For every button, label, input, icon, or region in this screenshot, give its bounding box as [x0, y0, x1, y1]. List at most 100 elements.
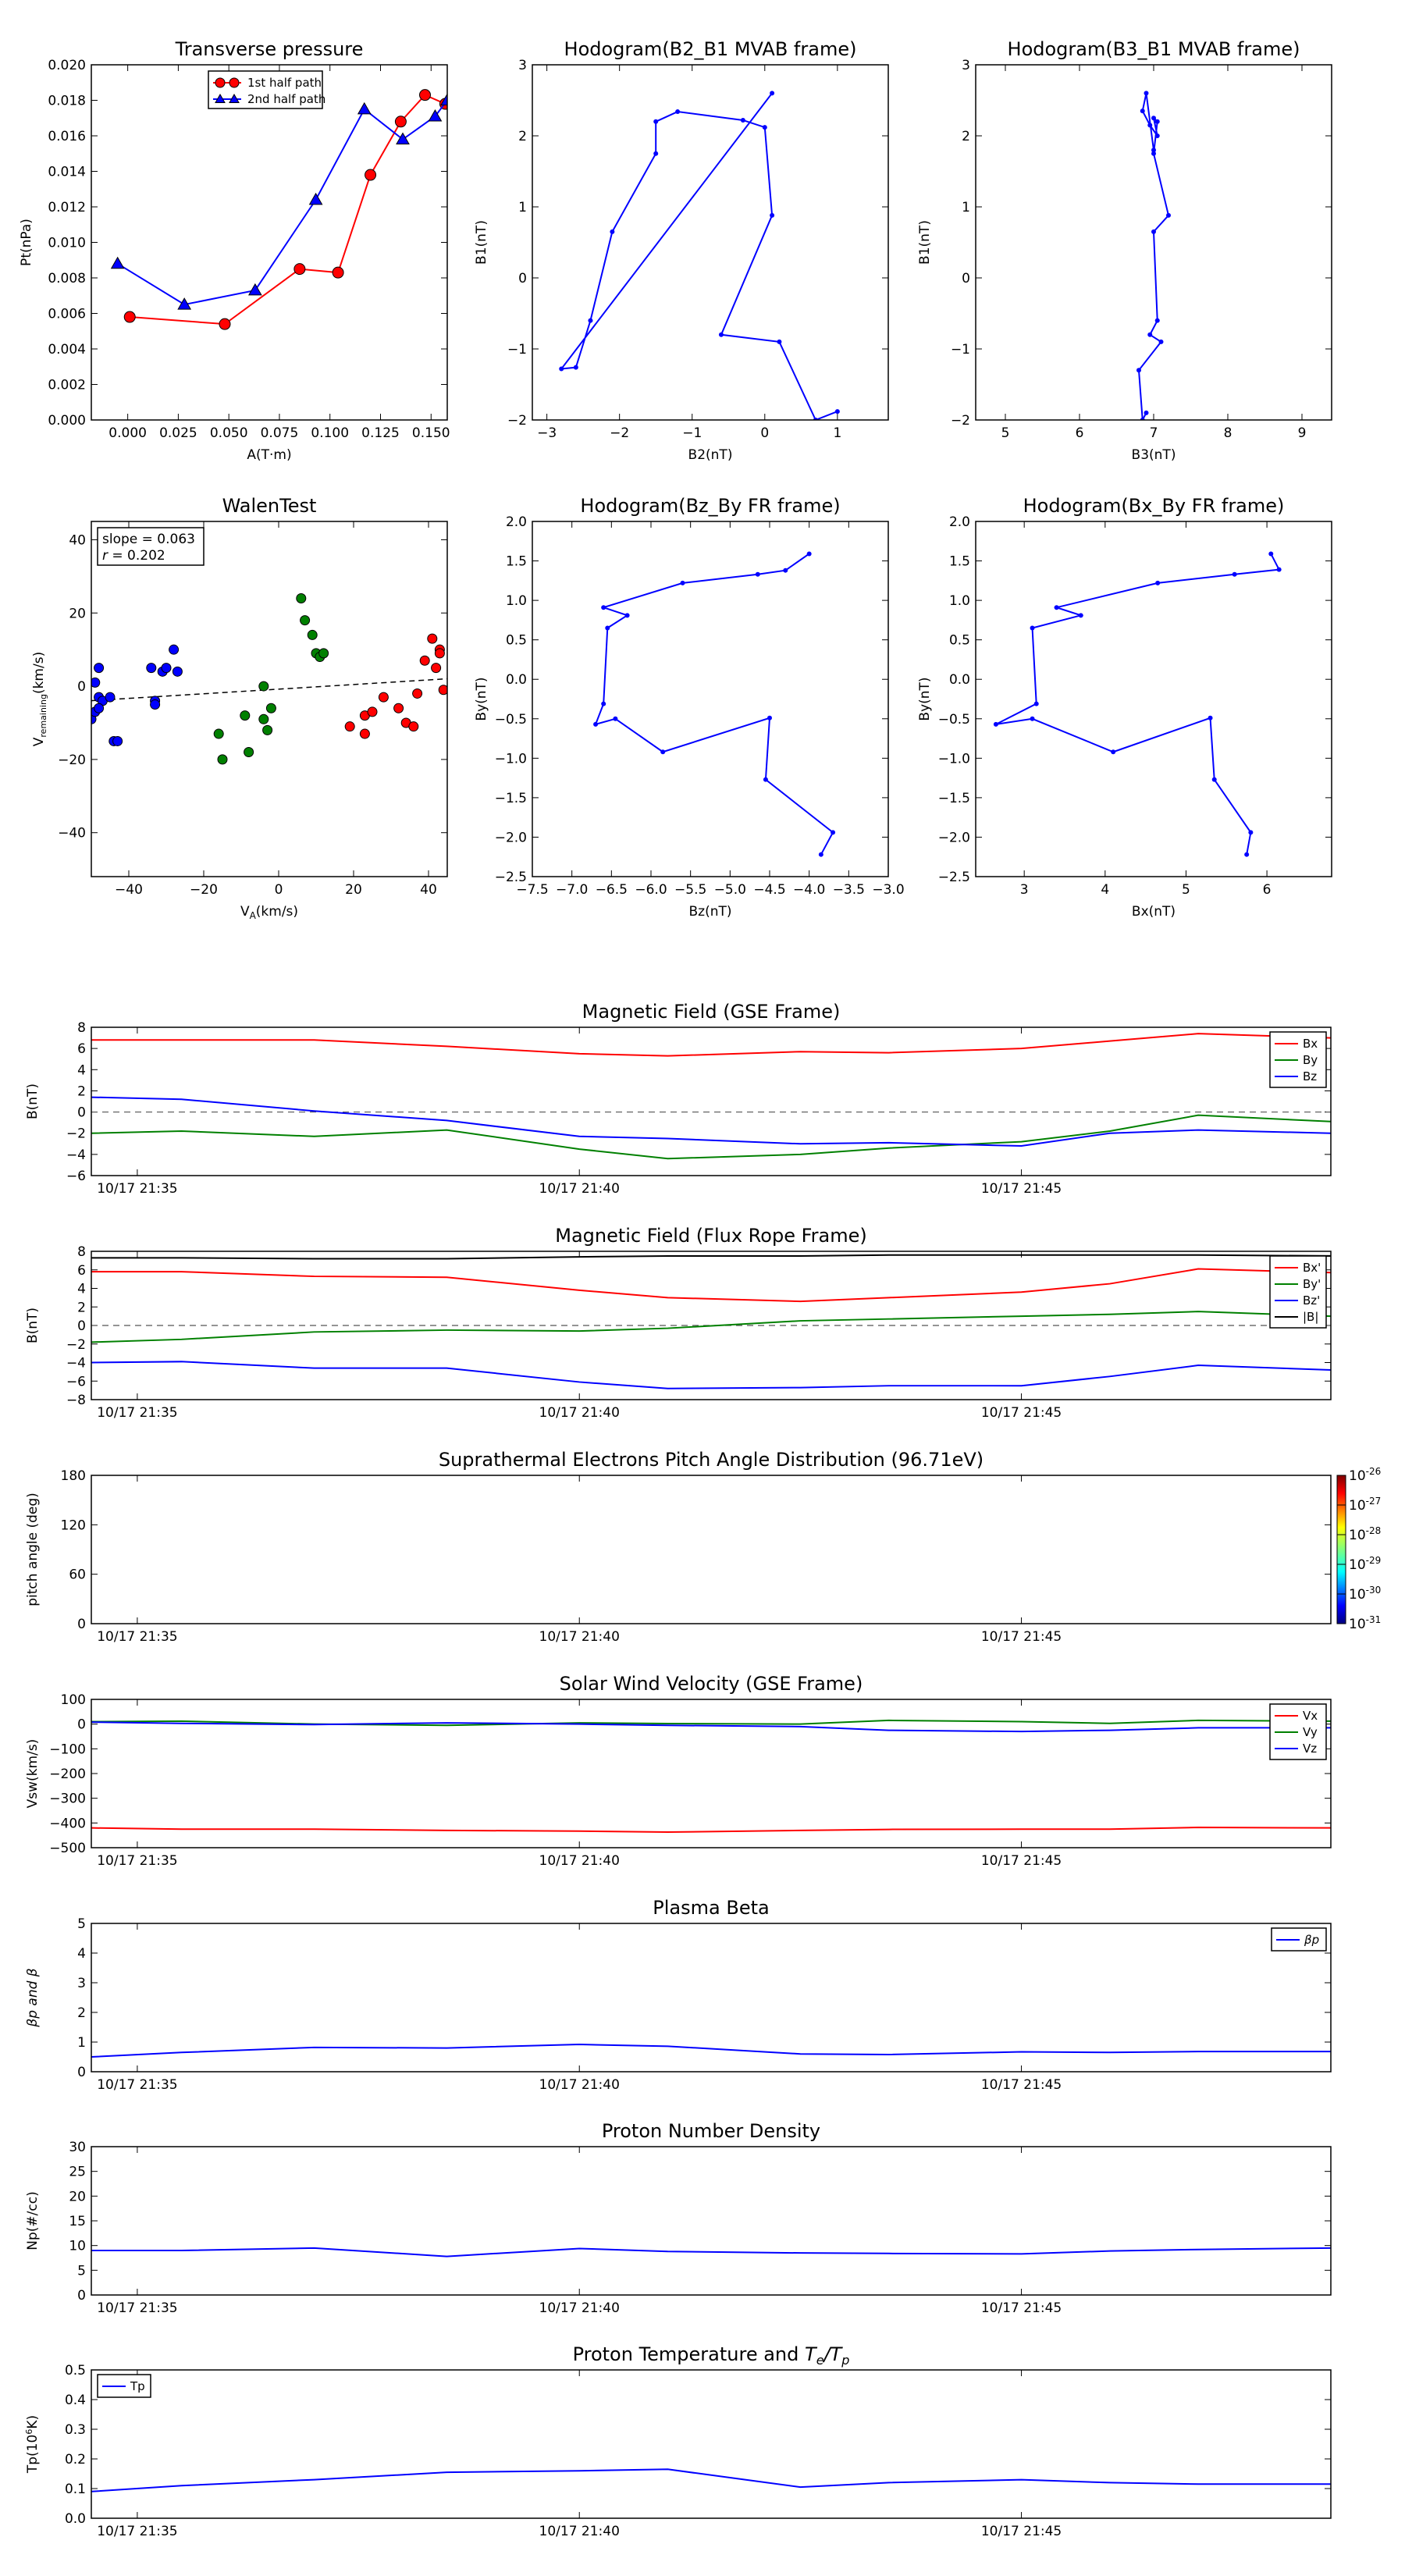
data-point	[344, 721, 355, 732]
label-part: Tp(10	[25, 2435, 41, 2474]
chart-title: Magnetic Field (GSE Frame)	[582, 1001, 841, 1023]
x-tick-label: 10/17 21:40	[539, 2300, 620, 2316]
data-point	[440, 93, 447, 105]
x-tick-label: 4	[1101, 882, 1109, 898]
y-tick-label: 8	[77, 1020, 86, 1036]
y-tick-label: −2	[66, 1337, 86, 1353]
chart-title: Proton Temperature and Te/Tp	[573, 2343, 850, 2368]
data-point	[610, 229, 615, 234]
x-tick-label: −40	[115, 882, 143, 898]
y-tick-label: −0.5	[938, 712, 970, 728]
x-tick-label: 10/17 21:45	[981, 1405, 1062, 1421]
plot-frame	[975, 64, 1332, 421]
x-tick-label: 10/17 21:35	[97, 1853, 177, 1869]
x-tick-label: 0.125	[361, 425, 400, 441]
y-axis-label: βp and β	[25, 1968, 41, 2027]
y-tick-label: 0	[77, 1617, 86, 1632]
y-axis-label: B1(nT)	[917, 220, 933, 265]
chart-title: Hodogram(Bz_By FR frame)	[580, 495, 840, 517]
x-tick-label: 8	[1224, 425, 1232, 441]
data-point	[177, 297, 192, 310]
plot-area	[91, 1033, 1331, 1160]
y-tick-label: −500	[49, 1841, 86, 1856]
data-point	[419, 89, 431, 101]
legend-label: Vz	[1303, 1742, 1317, 1756]
x-tick-label: 3	[1020, 882, 1029, 898]
chart-title: Transverse pressure	[175, 38, 364, 60]
data-point	[244, 747, 254, 758]
plot-frame	[975, 521, 1332, 877]
data-point	[393, 703, 404, 713]
data-point	[1151, 229, 1156, 234]
y-tick-label: −1	[951, 342, 970, 358]
y-tick-label: 0.014	[48, 165, 86, 180]
y-tick-label: 120	[61, 1517, 86, 1533]
data-point	[123, 311, 136, 323]
x-tick-label: 0	[760, 425, 769, 441]
y-tick-label: 5	[77, 1916, 86, 1932]
legend-label: Tp	[130, 2379, 145, 2393]
data-point	[818, 852, 823, 857]
label-part: -28	[1366, 1525, 1382, 1536]
y-tick-label: −1.5	[495, 791, 527, 806]
x-tick-label: 1	[833, 425, 841, 441]
data-point	[213, 728, 224, 739]
plot-frame	[91, 521, 448, 877]
data-point	[332, 266, 344, 279]
y-tick-label: 4	[77, 1282, 86, 1297]
y-tick-label: −2.0	[495, 830, 527, 845]
chart-title: Magnetic Field (Flux Rope Frame)	[555, 1225, 866, 1247]
plot-frame	[91, 2146, 1332, 2296]
x-tick-label: −2	[610, 425, 629, 441]
data-point	[215, 77, 226, 88]
series-line	[91, 1033, 1331, 1057]
y-tick-label: 1	[518, 200, 527, 215]
y-tick-label: 0	[77, 2288, 86, 2304]
chart-hodogram-bx-by: Hodogram(Bx_By FR frame) 3 4 5 6 −2.5 −2.0 −1.5…	[917, 495, 1332, 920]
y-tick-label: −4	[66, 1147, 86, 1163]
series-line	[91, 1268, 1331, 1303]
label-part: K)	[25, 2415, 41, 2429]
annotation-r: r = 0.202	[102, 548, 165, 564]
x-tick-label: 6	[1076, 425, 1084, 441]
chart-proton-density: Proton Number Density 10/17 21:35 10/17 21…	[25, 2120, 1332, 2316]
series-line	[91, 1827, 1331, 1834]
data-point	[378, 692, 389, 703]
y-tick-label: 0	[77, 1717, 86, 1733]
y-tick-label: 1.5	[949, 554, 970, 570]
y-tick-label: 0.008	[48, 271, 86, 286]
data-point	[1030, 716, 1035, 721]
series-line	[91, 2247, 1331, 2258]
data-point	[762, 125, 767, 130]
y-tick-label: 0.5	[506, 633, 527, 649]
y-tick-label: 8	[77, 1244, 86, 1260]
y-tick-label: 4	[77, 1062, 86, 1078]
data-point	[265, 703, 276, 713]
data-point	[1033, 701, 1039, 706]
label-part: -26	[1366, 1466, 1382, 1477]
y-tick-label: 6	[77, 1041, 86, 1057]
data-point	[770, 212, 775, 218]
x-tick-label: −4.5	[753, 882, 785, 898]
label-part: 10	[1349, 1557, 1366, 1573]
data-point	[172, 666, 183, 677]
y-tick-label: 1.5	[506, 554, 527, 570]
chart-mag-fr: Magnetic Field (Flux Rope Frame) 10/17 21…	[25, 1225, 1332, 1421]
colorbar	[1336, 1475, 1346, 1624]
data-point	[94, 703, 105, 713]
data-point	[601, 605, 606, 610]
y-tick-label: 3	[77, 1976, 86, 1991]
plot-frame	[91, 1923, 1332, 2073]
data-point	[755, 571, 760, 577]
data-point	[1155, 580, 1161, 585]
y-axis-label: Pt(nPa)	[19, 219, 34, 266]
chart-hodogram-bz-by: Hodogram(Bz_By FR frame) −7.5 −7.0 −6.5 −6.0…	[474, 495, 905, 920]
y-tick-label: 2	[77, 1083, 86, 1099]
data-point	[434, 648, 445, 659]
data-point	[293, 263, 306, 276]
y-tick-label: 3	[518, 58, 527, 73]
x-tick-label: 10/17 21:40	[539, 2524, 620, 2539]
chart-sw-velocity: Solar Wind Velocity (GSE Frame) 10/17 21:…	[25, 1673, 1332, 1869]
data-point	[1211, 777, 1217, 782]
y-tick-label: −400	[49, 1816, 86, 1831]
